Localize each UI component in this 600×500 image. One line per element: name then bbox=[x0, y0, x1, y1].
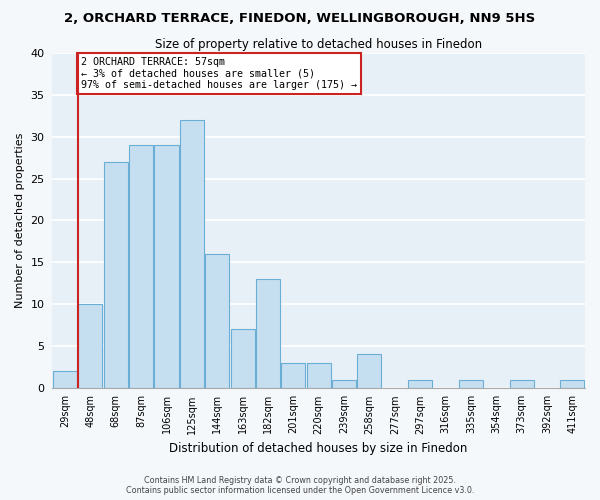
Bar bbox=[205, 254, 229, 388]
Bar bbox=[281, 363, 305, 388]
Bar bbox=[230, 330, 254, 388]
Bar bbox=[307, 363, 331, 388]
Text: Contains HM Land Registry data © Crown copyright and database right 2025.
Contai: Contains HM Land Registry data © Crown c… bbox=[126, 476, 474, 495]
Bar bbox=[459, 380, 483, 388]
Bar bbox=[129, 145, 153, 388]
Bar bbox=[509, 380, 533, 388]
Title: Size of property relative to detached houses in Finedon: Size of property relative to detached ho… bbox=[155, 38, 482, 51]
Text: 2 ORCHARD TERRACE: 57sqm
← 3% of detached houses are smaller (5)
97% of semi-det: 2 ORCHARD TERRACE: 57sqm ← 3% of detache… bbox=[82, 57, 358, 90]
Bar bbox=[560, 380, 584, 388]
Bar bbox=[332, 380, 356, 388]
X-axis label: Distribution of detached houses by size in Finedon: Distribution of detached houses by size … bbox=[169, 442, 468, 455]
Bar bbox=[180, 120, 204, 388]
Bar bbox=[79, 304, 103, 388]
Y-axis label: Number of detached properties: Number of detached properties bbox=[15, 133, 25, 308]
Bar bbox=[154, 145, 179, 388]
Bar bbox=[53, 371, 77, 388]
Text: 2, ORCHARD TERRACE, FINEDON, WELLINGBOROUGH, NN9 5HS: 2, ORCHARD TERRACE, FINEDON, WELLINGBORO… bbox=[64, 12, 536, 26]
Bar bbox=[256, 279, 280, 388]
Bar bbox=[104, 162, 128, 388]
Bar bbox=[408, 380, 432, 388]
Bar bbox=[358, 354, 382, 388]
